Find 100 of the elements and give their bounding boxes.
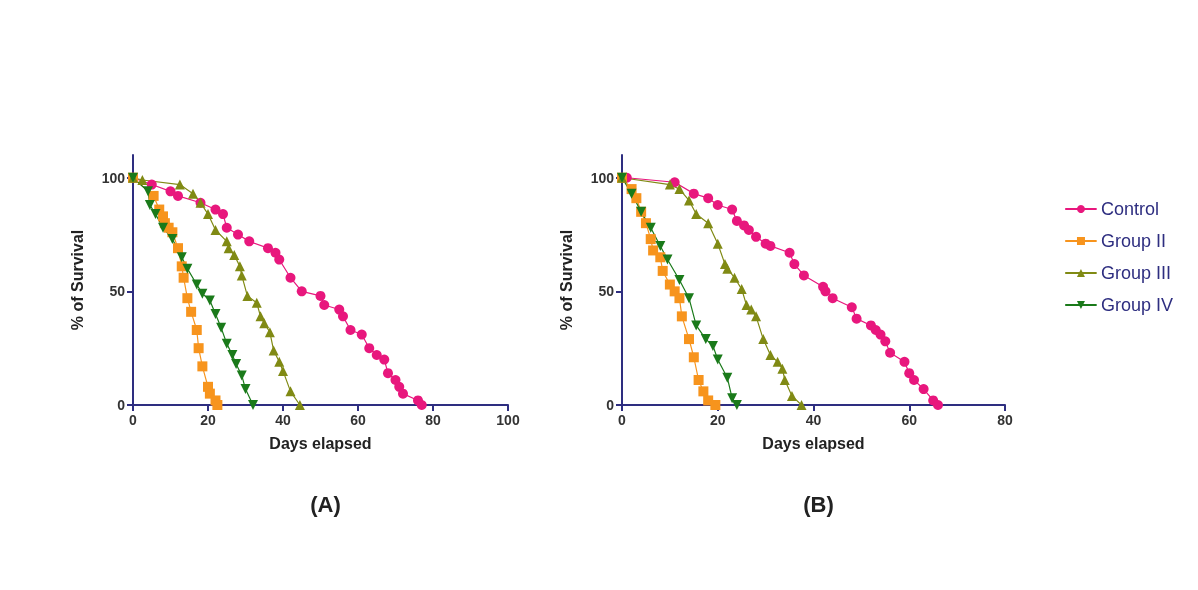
point xyxy=(691,320,702,331)
point xyxy=(657,265,668,276)
point xyxy=(240,384,251,395)
point xyxy=(684,334,695,345)
x-axis-title: Days elapsed xyxy=(762,434,865,452)
point xyxy=(772,356,783,367)
point xyxy=(779,375,790,385)
point xyxy=(236,270,247,281)
point xyxy=(182,263,193,274)
point xyxy=(712,200,723,210)
point xyxy=(777,363,788,374)
point xyxy=(729,272,740,283)
text: (A) xyxy=(310,491,341,517)
point xyxy=(356,329,367,340)
point xyxy=(338,311,348,322)
point xyxy=(345,325,356,335)
point xyxy=(210,309,221,320)
point xyxy=(655,252,666,263)
point xyxy=(736,284,747,295)
legend-label: Group IV xyxy=(1100,295,1174,315)
point xyxy=(703,218,714,229)
point xyxy=(144,200,155,210)
point xyxy=(383,368,393,379)
point xyxy=(700,334,711,345)
y-axis-title: % of Survival xyxy=(557,229,575,331)
x-tick-label: 0 xyxy=(129,412,138,428)
point xyxy=(909,375,920,385)
point xyxy=(648,245,659,256)
point xyxy=(932,400,943,410)
point xyxy=(178,272,189,283)
point xyxy=(173,190,183,201)
point xyxy=(274,254,285,265)
point xyxy=(371,350,382,360)
point xyxy=(197,361,208,372)
x-tick-label: 60 xyxy=(901,412,918,428)
y-axis-title: % of Survival xyxy=(68,229,86,331)
point xyxy=(796,400,807,410)
point xyxy=(731,215,742,226)
point xyxy=(789,259,800,270)
point xyxy=(918,384,929,395)
point xyxy=(674,293,685,304)
point xyxy=(722,263,733,274)
x-tick-label: 20 xyxy=(709,412,726,428)
point xyxy=(216,322,227,333)
point xyxy=(851,313,862,324)
point xyxy=(676,311,687,322)
point xyxy=(296,286,307,297)
point xyxy=(251,297,262,308)
point xyxy=(379,354,390,365)
point xyxy=(231,359,242,370)
point xyxy=(229,250,240,260)
text: (B) xyxy=(803,491,834,517)
point xyxy=(684,195,695,206)
point xyxy=(693,375,704,385)
point xyxy=(727,393,738,404)
point xyxy=(204,295,215,306)
y-tick-label: 100 xyxy=(101,169,126,186)
point xyxy=(236,370,247,381)
point xyxy=(165,186,176,197)
point xyxy=(150,209,161,220)
y-tick-label: 50 xyxy=(109,283,126,300)
x-tick-label: 40 xyxy=(805,412,822,428)
point xyxy=(244,236,255,247)
point xyxy=(626,188,637,199)
point xyxy=(364,343,375,354)
legend-label: Group III xyxy=(1100,263,1171,283)
point xyxy=(798,270,809,281)
point xyxy=(712,238,723,249)
point xyxy=(285,386,296,397)
point xyxy=(416,400,427,410)
point xyxy=(182,293,193,304)
point xyxy=(174,179,185,190)
point xyxy=(264,327,275,338)
point xyxy=(880,336,891,347)
point xyxy=(688,352,699,363)
point xyxy=(193,343,204,354)
point xyxy=(710,400,721,410)
point xyxy=(186,306,197,317)
point xyxy=(176,252,187,263)
point xyxy=(218,209,228,220)
point xyxy=(191,325,202,335)
point xyxy=(259,318,270,329)
point xyxy=(268,345,279,356)
x-tick-label: 20 xyxy=(200,412,216,428)
point xyxy=(263,243,273,254)
point xyxy=(167,234,178,245)
point xyxy=(248,400,258,410)
point xyxy=(707,340,718,351)
point xyxy=(191,279,202,290)
point xyxy=(712,354,723,365)
point xyxy=(674,275,685,285)
point xyxy=(746,304,757,315)
point xyxy=(173,243,183,254)
legend-label: Control xyxy=(1100,199,1159,219)
y-tick-label: 100 xyxy=(590,169,615,186)
point xyxy=(784,247,795,258)
x-tick-label: 60 xyxy=(350,412,366,428)
point xyxy=(645,234,656,245)
point xyxy=(899,356,910,367)
point xyxy=(703,193,714,204)
